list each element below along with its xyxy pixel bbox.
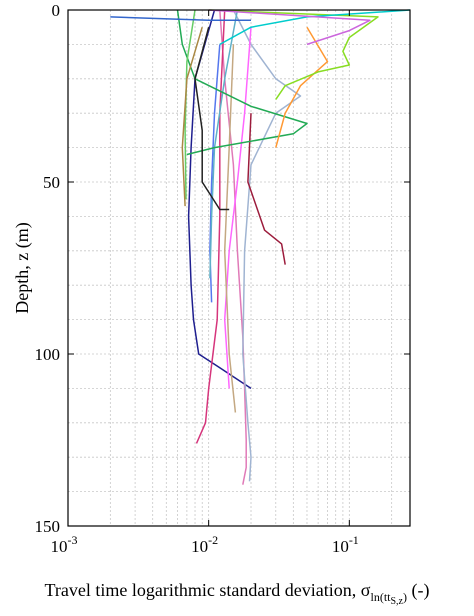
y-axis-title: Depth, z (m) [12,222,33,313]
series-line-7 [223,27,252,389]
y-tick-label: 150 [35,517,61,536]
plot-series [110,9,411,485]
x-axis-title-subsubscript: S,z [390,596,403,607]
x-axis-title-main: Travel time logarithmic standard deviati… [45,580,371,600]
plot-frame [67,9,411,527]
grid-lines [68,10,410,526]
series-line-9 [223,44,237,413]
x-tick-label: 10-2 [191,533,218,556]
series-line-10 [176,9,308,156]
series-line-14 [208,9,371,46]
series-line-17 [110,16,251,22]
x-tick-label: 10-3 [51,533,78,556]
x-tick-label: 10-1 [332,533,359,556]
series-line-15 [194,27,230,211]
y-tick-label: 50 [43,173,60,192]
y-ticks: 0 50 100 150 [35,1,410,536]
series-line-12 [208,9,379,100]
x-axis-title-unit: (-) [407,580,429,601]
x-axis-title: Travel time logarithmic standard deviati… [45,580,430,607]
series-line-3 [232,9,302,482]
x-axis-title-subscript-close: ) [403,590,407,604]
y-tick-label: 100 [35,345,61,364]
y-tick-label: 0 [52,1,61,20]
x-ticks: 10-3 10-2 10-1 [51,10,359,556]
series-line-5 [247,113,286,265]
series-line-11 [275,26,329,148]
x-axis-title-subscript: ln(tt [370,590,391,604]
series-line-13 [219,9,411,46]
series-line-1 [187,9,252,390]
series-line-18 [181,26,203,207]
